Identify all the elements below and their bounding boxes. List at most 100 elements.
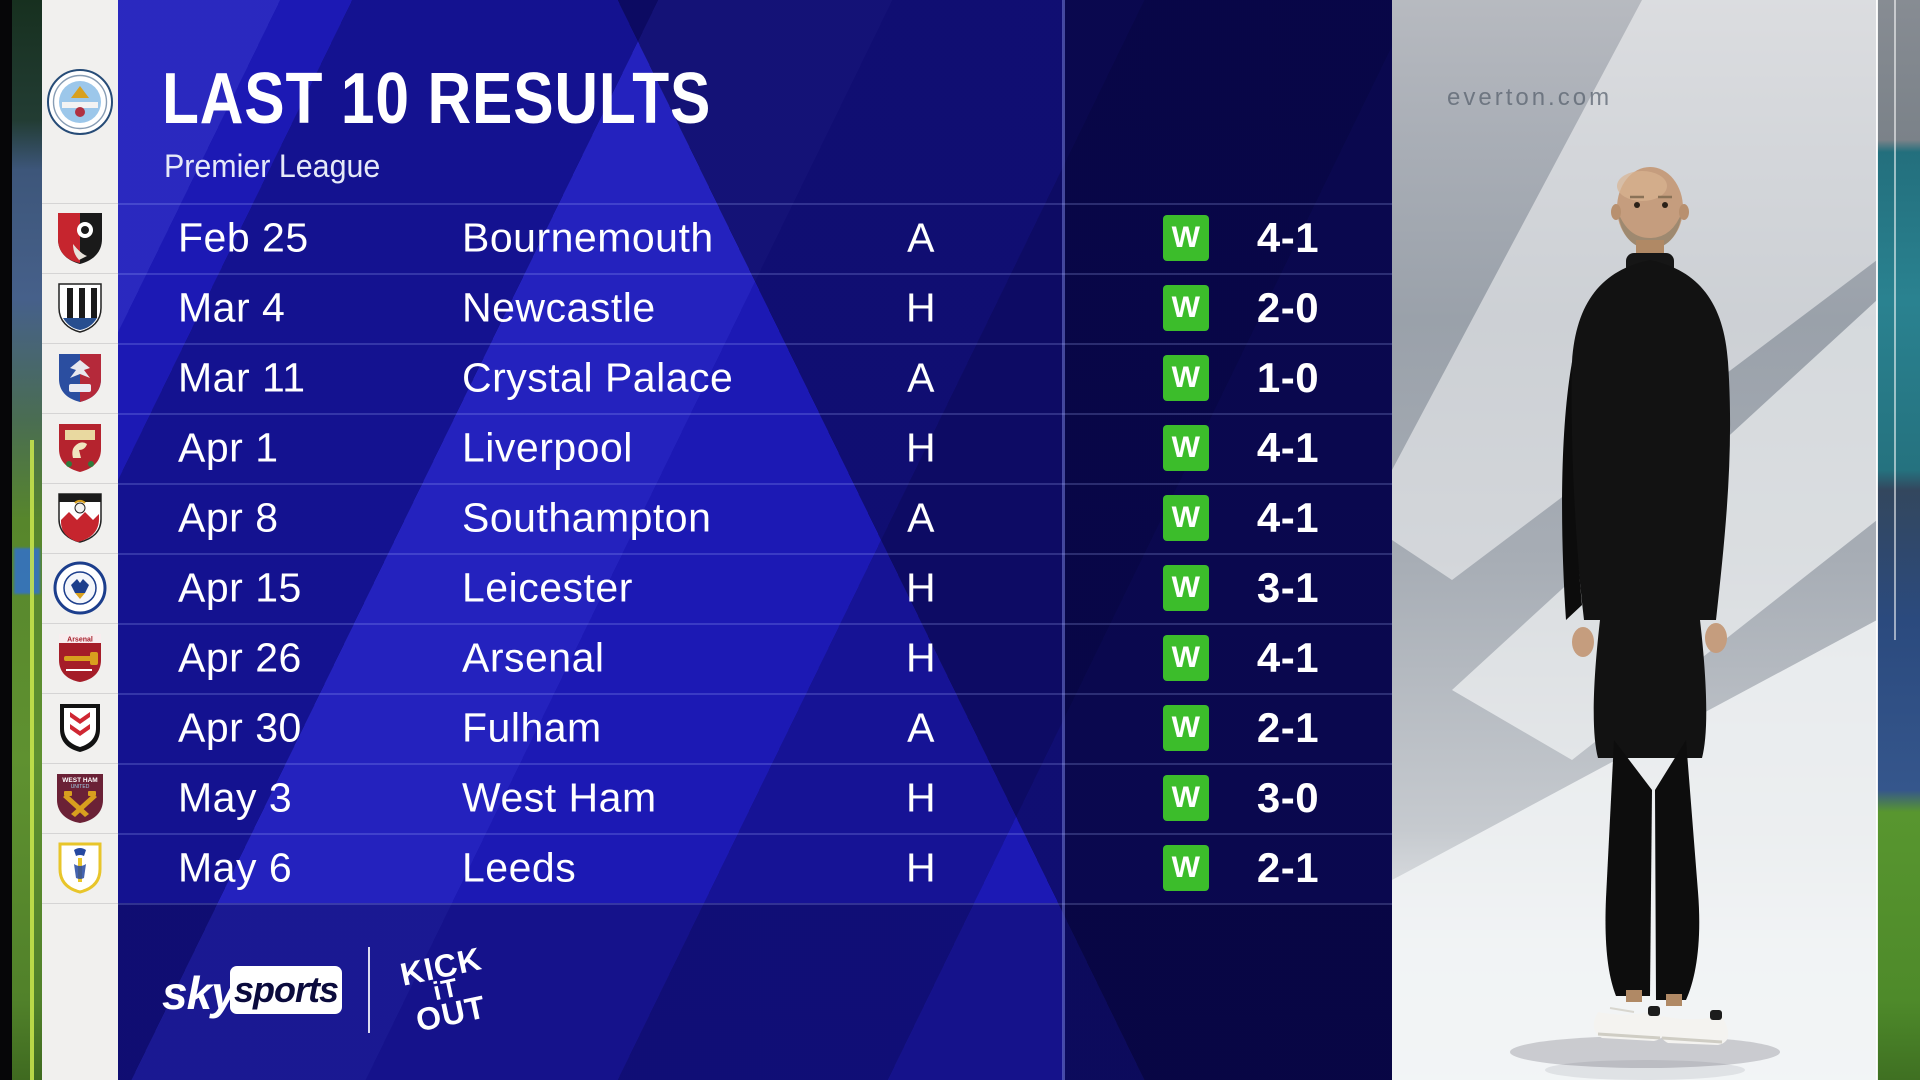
match-score: 2-1 <box>1256 844 1320 891</box>
sidebar-divider <box>42 273 118 274</box>
badge-bournemouth <box>42 203 118 273</box>
result-letter: W <box>1171 431 1201 464</box>
club-badge-sidebar: Arsenal WEST HAM UNITED <box>42 0 118 1080</box>
liverpool-crest-icon <box>59 424 101 472</box>
sports-wordmark: sports <box>233 969 339 1010</box>
match-score: 2-0 <box>1256 284 1320 331</box>
badge-crystal-palace <box>42 343 118 413</box>
newcastle-crest-icon <box>58 283 102 333</box>
venue-indicator: A <box>907 214 935 261</box>
page-title: LAST 10 RESULTS <box>162 59 712 139</box>
svg-text:Arsenal: Arsenal <box>67 637 93 644</box>
result-letter: W <box>1171 221 1201 254</box>
row-divider <box>118 763 1392 765</box>
badge-southampton <box>42 483 118 553</box>
result-letter: W <box>1171 851 1201 884</box>
sidebar-divider <box>42 903 118 904</box>
badge-west-ham: WEST HAM UNITED <box>42 763 118 833</box>
win-badge: W <box>1163 705 1209 751</box>
west-ham-crest-icon: WEST HAM UNITED <box>57 774 103 823</box>
results-panel: LAST 10 RESULTS Premier League Feb 25 Bo… <box>118 0 1392 1080</box>
svg-text:UNITED: UNITED <box>71 784 90 790</box>
match-score: 4-1 <box>1256 214 1320 261</box>
result-row: Feb 25 Bournemouth A W 4-1 <box>118 203 1392 273</box>
left-stadium-video-strip <box>12 0 42 1080</box>
svg-text:WEST HAM: WEST HAM <box>62 777 97 784</box>
result-letter: W <box>1171 501 1201 534</box>
opponent-name: Crystal Palace <box>462 354 734 401</box>
opponent-name: Liverpool <box>462 424 633 471</box>
match-date: May 3 <box>178 774 293 821</box>
row-divider <box>118 833 1392 835</box>
badge-fulham <box>42 693 118 763</box>
result-letter: W <box>1171 641 1201 674</box>
row-divider <box>118 413 1392 415</box>
row-divider <box>118 693 1392 695</box>
badge-arsenal: Arsenal <box>42 623 118 693</box>
sidebar-divider <box>42 413 118 414</box>
opponent-name: West Ham <box>462 774 657 821</box>
match-score: 4-1 <box>1256 424 1320 471</box>
win-badge: W <box>1163 425 1209 471</box>
win-badge: W <box>1163 285 1209 331</box>
right-stadium-video-strip <box>1877 0 1920 1080</box>
sky-logo: sky <box>162 967 237 1019</box>
match-date: Apr 15 <box>178 564 302 611</box>
result-letter: W <box>1171 361 1201 394</box>
match-date: Mar 11 <box>178 354 306 401</box>
sidebar-divider <box>42 623 118 624</box>
row-divider <box>118 273 1392 275</box>
sidebar-divider <box>42 763 118 764</box>
left-pitch-line <box>30 440 34 1080</box>
venue-indicator: H <box>905 284 937 331</box>
match-score: 3-1 <box>1256 564 1320 611</box>
manchester-city-crest-icon <box>47 68 113 135</box>
southampton-crest-icon <box>58 493 102 543</box>
badge-newcastle <box>42 273 118 343</box>
match-score: 4-1 <box>1256 634 1320 681</box>
result-row: Apr 30 Fulham A W 2-1 <box>118 693 1392 763</box>
kick-it-out-text: OUT <box>412 988 490 1039</box>
result-row: Apr 8 Southampton A W 4-1 <box>118 483 1392 553</box>
result-row: Mar 11 Crystal Palace A W 1-0 <box>118 343 1392 413</box>
result-row: Apr 15 Leicester H W 3-1 <box>118 553 1392 623</box>
result-letter: W <box>1171 711 1201 744</box>
sidebar-divider <box>42 343 118 344</box>
result-row: May 6 Leeds H W 2-1 <box>118 833 1392 903</box>
match-score: 2-1 <box>1256 704 1320 751</box>
frame-edge-line <box>1876 0 1878 1080</box>
win-badge: W <box>1163 635 1209 681</box>
match-date: Apr 1 <box>178 424 279 471</box>
venue-indicator: H <box>905 844 937 891</box>
row-divider <box>118 483 1392 485</box>
row-divider <box>118 903 1392 905</box>
venue-indicator: H <box>905 564 937 611</box>
match-score: 1-0 <box>1256 354 1320 401</box>
bournemouth-crest-icon <box>58 213 102 264</box>
opponent-name: Newcastle <box>462 284 656 331</box>
left-ad-board-blur <box>14 548 40 594</box>
opponent-name: Leicester <box>462 564 633 611</box>
result-row: May 3 West Ham H W 3-0 <box>118 763 1392 833</box>
match-score: 4-1 <box>1256 494 1320 541</box>
kick-it-out-logo: KICK iT OUT <box>387 931 506 1050</box>
match-date: Apr 26 <box>178 634 302 681</box>
logo-separator <box>368 947 370 1033</box>
sky-sports-logo: sports <box>230 966 342 1014</box>
row-divider <box>118 553 1392 555</box>
win-badge: W <box>1163 775 1209 821</box>
match-date: Apr 8 <box>178 494 279 541</box>
sidebar-divider <box>42 833 118 834</box>
match-date: Feb 25 <box>178 214 309 261</box>
score-column-divider <box>1062 0 1065 1080</box>
crystal-palace-crest-icon <box>59 354 101 402</box>
opponent-name: Leeds <box>462 844 577 891</box>
result-letter: W <box>1171 571 1201 604</box>
match-date: Apr 30 <box>178 704 302 751</box>
leeds-crest-icon <box>58 842 102 894</box>
arsenal-crest-icon: Arsenal <box>59 634 101 682</box>
pep-guardiola-figure <box>1510 167 1780 1080</box>
badge-manchester-city <box>42 0 118 203</box>
venue-indicator: A <box>907 354 935 401</box>
